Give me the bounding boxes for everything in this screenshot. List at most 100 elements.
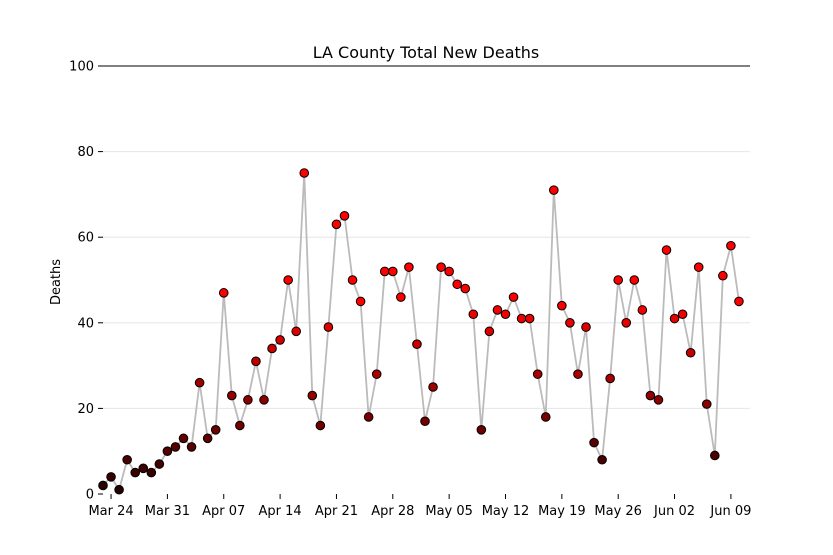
data-point: [412, 339, 422, 350]
data-point: [693, 262, 704, 272]
data-point: [291, 326, 302, 337]
y-tick-label: 40: [77, 316, 94, 331]
data-point: [251, 356, 261, 367]
data-point: [613, 275, 624, 285]
data-point: [307, 390, 318, 401]
data-point: [500, 309, 511, 320]
x-tick-label: Jun 02: [653, 504, 695, 519]
data-point: [299, 168, 310, 178]
data-point: [508, 292, 519, 302]
data-point: [557, 300, 567, 311]
data-point: [492, 305, 503, 315]
x-tick-label: Apr 07: [202, 504, 245, 519]
x-tick-label: Mar 31: [145, 504, 190, 519]
data-point: [371, 369, 382, 379]
data-point: [532, 369, 543, 379]
data-point: [259, 395, 269, 405]
data-point: [549, 185, 559, 195]
x-tick-label: Jun 09: [709, 504, 751, 519]
data-point: [331, 219, 342, 230]
x-tick-label: Mar 24: [88, 504, 133, 519]
ticks: 0 20 40 60 80 100 Mar 24 Mar 31 Apr 07 Apr 14 Apr …: [69, 60, 751, 520]
data-point: [597, 454, 607, 465]
data-point: [444, 266, 454, 277]
series: [98, 168, 744, 495]
data-point: [452, 279, 463, 290]
data-point: [227, 390, 237, 401]
data-point: [388, 266, 398, 277]
data-point: [484, 326, 495, 337]
data-point: [106, 472, 116, 482]
data-point: [355, 296, 366, 307]
data-point: [404, 262, 414, 272]
data-point: [267, 343, 277, 354]
x-tick-label: Apr 21: [315, 504, 358, 519]
y-tick-label: 20: [77, 402, 94, 417]
data-point: [629, 275, 640, 285]
data-point: [218, 288, 229, 298]
data-point: [645, 390, 656, 401]
data-point: [436, 262, 446, 272]
series-line: [102, 172, 740, 492]
x-tick-label: May 19: [538, 504, 586, 519]
data-point: [138, 463, 149, 474]
data-point: [162, 446, 173, 457]
data-point: [653, 395, 664, 405]
data-point: [323, 322, 334, 332]
x-tick-label: Apr 28: [371, 504, 414, 519]
data-point: [581, 322, 591, 332]
y-axis-label: Deaths: [49, 259, 64, 305]
data-point: [114, 484, 124, 495]
data-point: [202, 433, 213, 444]
data-point: [468, 309, 479, 320]
data-point: [605, 373, 615, 384]
data-point: [379, 266, 390, 277]
data-point: [669, 313, 680, 324]
data-point: [428, 382, 438, 392]
data-point: [540, 412, 551, 422]
data-point: [573, 369, 583, 379]
y-tick-label: 100: [69, 60, 94, 75]
data-point: [363, 412, 374, 422]
data-point: [186, 442, 197, 452]
data-point: [275, 335, 285, 345]
data-point: [283, 275, 293, 285]
data-point: [98, 480, 108, 491]
data-point: [235, 420, 245, 431]
x-tick-label: May 12: [482, 504, 530, 519]
data-point: [347, 275, 358, 285]
data-point: [420, 416, 430, 427]
data-point: [726, 240, 736, 251]
data-point: [565, 318, 575, 328]
data-point: [476, 425, 487, 435]
data-point: [637, 305, 648, 315]
data-point: [170, 442, 181, 452]
data-point: [677, 309, 688, 320]
grid-lines: [103, 151, 750, 409]
x-tick-label: Apr 14: [259, 504, 302, 519]
data-point: [122, 454, 132, 465]
data-point: [130, 467, 140, 478]
data-point: [396, 292, 406, 302]
data-point: [685, 347, 696, 358]
y-tick-label: 0: [86, 488, 94, 503]
data-point: [718, 270, 728, 281]
data-point: [315, 420, 326, 431]
data-point: [710, 450, 720, 461]
data-point: [154, 459, 165, 469]
data-point: [701, 399, 712, 409]
y-tick-label: 60: [77, 231, 94, 246]
data-point: [524, 313, 535, 324]
y-tick-label: 80: [77, 145, 94, 160]
data-point: [460, 283, 471, 294]
data-point: [210, 425, 221, 435]
data-point: [734, 296, 744, 307]
x-tick-label: May 26: [594, 504, 642, 519]
data-point: [194, 377, 205, 388]
data-point: [516, 313, 527, 324]
data-point: [243, 395, 253, 405]
data-point: [146, 467, 157, 478]
data-point: [178, 433, 189, 444]
chart-title: LA County Total New Deaths: [313, 43, 540, 62]
